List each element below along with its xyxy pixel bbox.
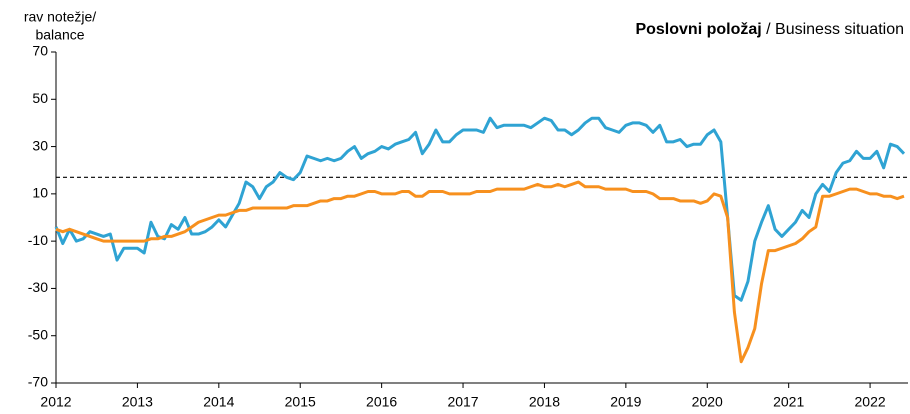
y-tick-label: 70	[32, 43, 48, 59]
y-axis-label: balance	[35, 27, 84, 43]
x-tick-label: 2021	[773, 394, 804, 410]
title-en: / Business situation	[766, 21, 904, 38]
chart-title: Poslovni položaj / Business situation	[635, 21, 904, 38]
x-tick-label: 2022	[855, 394, 886, 410]
x-tick-label: 2014	[203, 394, 234, 410]
y-tick-label: 50	[32, 90, 48, 106]
line-series	[55, 180, 905, 364]
y-tick-label: -10	[28, 232, 48, 248]
title-sl: Poslovni položaj	[635, 21, 761, 38]
x-tick-label: 2012	[40, 394, 71, 410]
y-axis-label: rav notežje/	[24, 9, 96, 25]
x-tick-label: 2017	[447, 394, 478, 410]
y-tick-label: 10	[32, 185, 48, 201]
y-tick-label: 30	[32, 137, 48, 153]
y-tick-label: -30	[28, 279, 48, 295]
line-series	[54, 116, 906, 302]
y-tick-label: -70	[28, 374, 48, 390]
x-tick-label: 2020	[692, 394, 723, 410]
x-tick-label: 2015	[285, 394, 316, 410]
x-tick-label: 2019	[610, 394, 641, 410]
x-tick-label: 2018	[529, 394, 560, 410]
x-tick-label: 2016	[366, 394, 397, 410]
x-tick-label: 2013	[122, 394, 153, 410]
y-tick-label: -50	[28, 326, 48, 342]
